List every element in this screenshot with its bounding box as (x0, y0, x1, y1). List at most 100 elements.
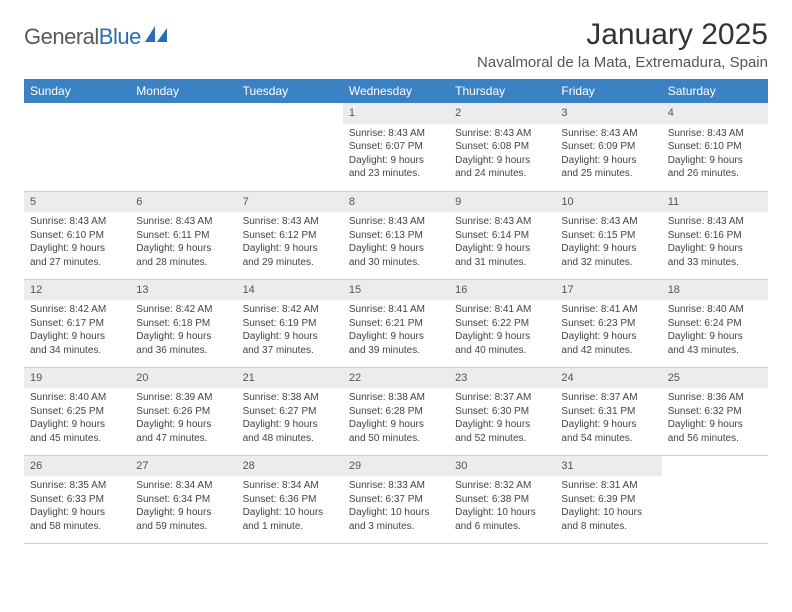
sunrise-text: Sunrise: 8:36 AM (668, 391, 762, 405)
day-details: Sunrise: 8:36 AMSunset: 6:32 PMDaylight:… (662, 388, 768, 449)
daylight-text: Daylight: 10 hours and 8 minutes. (561, 506, 655, 533)
day-cell: 7Sunrise: 8:43 AMSunset: 6:12 PMDaylight… (237, 191, 343, 279)
day-cell: 18Sunrise: 8:40 AMSunset: 6:24 PMDayligh… (662, 279, 768, 367)
day-cell: 10Sunrise: 8:43 AMSunset: 6:15 PMDayligh… (555, 191, 661, 279)
sunrise-text: Sunrise: 8:40 AM (668, 303, 762, 317)
sunset-text: Sunset: 6:07 PM (349, 140, 443, 154)
day-details: Sunrise: 8:43 AMSunset: 6:07 PMDaylight:… (343, 124, 449, 185)
sunset-text: Sunset: 6:28 PM (349, 405, 443, 419)
day-number: 20 (130, 368, 236, 389)
daylight-text: Daylight: 9 hours and 26 minutes. (668, 154, 762, 181)
day-number: 15 (343, 280, 449, 301)
day-number: 24 (555, 368, 661, 389)
calendar-body: 1Sunrise: 8:43 AMSunset: 6:07 PMDaylight… (24, 103, 768, 543)
day-cell (237, 103, 343, 191)
day-details: Sunrise: 8:32 AMSunset: 6:38 PMDaylight:… (449, 476, 555, 537)
day-number: 18 (662, 280, 768, 301)
day-details: Sunrise: 8:43 AMSunset: 6:15 PMDaylight:… (555, 212, 661, 273)
day-cell: 2Sunrise: 8:43 AMSunset: 6:08 PMDaylight… (449, 103, 555, 191)
sunrise-text: Sunrise: 8:43 AM (455, 127, 549, 141)
sunset-text: Sunset: 6:21 PM (349, 317, 443, 331)
col-thursday: Thursday (449, 79, 555, 103)
day-details: Sunrise: 8:43 AMSunset: 6:09 PMDaylight:… (555, 124, 661, 185)
sunset-text: Sunset: 6:34 PM (136, 493, 230, 507)
day-number: 27 (130, 456, 236, 477)
day-number: 31 (555, 456, 661, 477)
day-number: 12 (24, 280, 130, 301)
sunset-text: Sunset: 6:32 PM (668, 405, 762, 419)
day-cell (662, 455, 768, 543)
sunset-text: Sunset: 6:33 PM (30, 493, 124, 507)
sunrise-text: Sunrise: 8:39 AM (136, 391, 230, 405)
sunrise-text: Sunrise: 8:38 AM (349, 391, 443, 405)
daylight-text: Daylight: 9 hours and 37 minutes. (243, 330, 337, 357)
day-details: Sunrise: 8:41 AMSunset: 6:23 PMDaylight:… (555, 300, 661, 361)
day-number: 7 (237, 192, 343, 213)
sunrise-text: Sunrise: 8:32 AM (455, 479, 549, 493)
sunrise-text: Sunrise: 8:38 AM (243, 391, 337, 405)
daylight-text: Daylight: 9 hours and 24 minutes. (455, 154, 549, 181)
day-details: Sunrise: 8:41 AMSunset: 6:22 PMDaylight:… (449, 300, 555, 361)
day-cell: 28Sunrise: 8:34 AMSunset: 6:36 PMDayligh… (237, 455, 343, 543)
day-number: 13 (130, 280, 236, 301)
calendar-table: Sunday Monday Tuesday Wednesday Thursday… (24, 79, 768, 544)
sunrise-text: Sunrise: 8:43 AM (136, 215, 230, 229)
sunset-text: Sunset: 6:22 PM (455, 317, 549, 331)
day-number: 8 (343, 192, 449, 213)
daylight-text: Daylight: 9 hours and 52 minutes. (455, 418, 549, 445)
daylight-text: Daylight: 9 hours and 58 minutes. (30, 506, 124, 533)
day-number: 19 (24, 368, 130, 389)
col-monday: Monday (130, 79, 236, 103)
sunrise-text: Sunrise: 8:43 AM (455, 215, 549, 229)
logo-sail-icon (145, 26, 167, 49)
day-number: 6 (130, 192, 236, 213)
daylight-text: Daylight: 9 hours and 47 minutes. (136, 418, 230, 445)
day-cell: 17Sunrise: 8:41 AMSunset: 6:23 PMDayligh… (555, 279, 661, 367)
day-cell: 12Sunrise: 8:42 AMSunset: 6:17 PMDayligh… (24, 279, 130, 367)
day-number: 3 (555, 103, 661, 124)
sunrise-text: Sunrise: 8:37 AM (455, 391, 549, 405)
day-cell: 5Sunrise: 8:43 AMSunset: 6:10 PMDaylight… (24, 191, 130, 279)
daylight-text: Daylight: 9 hours and 45 minutes. (30, 418, 124, 445)
sunrise-text: Sunrise: 8:42 AM (136, 303, 230, 317)
daylight-text: Daylight: 9 hours and 29 minutes. (243, 242, 337, 269)
day-cell: 6Sunrise: 8:43 AMSunset: 6:11 PMDaylight… (130, 191, 236, 279)
day-cell (24, 103, 130, 191)
day-details: Sunrise: 8:34 AMSunset: 6:36 PMDaylight:… (237, 476, 343, 537)
logo-text: GeneralBlue (24, 24, 141, 50)
month-title: January 2025 (477, 18, 768, 52)
col-sunday: Sunday (24, 79, 130, 103)
day-number: 29 (343, 456, 449, 477)
sunset-text: Sunset: 6:36 PM (243, 493, 337, 507)
daylight-text: Daylight: 9 hours and 42 minutes. (561, 330, 655, 357)
day-cell: 22Sunrise: 8:38 AMSunset: 6:28 PMDayligh… (343, 367, 449, 455)
day-details: Sunrise: 8:40 AMSunset: 6:25 PMDaylight:… (24, 388, 130, 449)
day-number: 5 (24, 192, 130, 213)
day-number: 17 (555, 280, 661, 301)
logo: GeneralBlue (24, 24, 167, 50)
sunset-text: Sunset: 6:26 PM (136, 405, 230, 419)
sunset-text: Sunset: 6:27 PM (243, 405, 337, 419)
day-cell: 8Sunrise: 8:43 AMSunset: 6:13 PMDaylight… (343, 191, 449, 279)
daylight-text: Daylight: 9 hours and 39 minutes. (349, 330, 443, 357)
day-details: Sunrise: 8:43 AMSunset: 6:16 PMDaylight:… (662, 212, 768, 273)
sunrise-text: Sunrise: 8:43 AM (561, 127, 655, 141)
day-details: Sunrise: 8:37 AMSunset: 6:30 PMDaylight:… (449, 388, 555, 449)
sunset-text: Sunset: 6:37 PM (349, 493, 443, 507)
day-cell: 13Sunrise: 8:42 AMSunset: 6:18 PMDayligh… (130, 279, 236, 367)
sunrise-text: Sunrise: 8:43 AM (668, 127, 762, 141)
sunrise-text: Sunrise: 8:42 AM (243, 303, 337, 317)
daylight-text: Daylight: 10 hours and 6 minutes. (455, 506, 549, 533)
week-row: 19Sunrise: 8:40 AMSunset: 6:25 PMDayligh… (24, 367, 768, 455)
day-cell: 26Sunrise: 8:35 AMSunset: 6:33 PMDayligh… (24, 455, 130, 543)
daylight-text: Daylight: 9 hours and 32 minutes. (561, 242, 655, 269)
logo-word-2: Blue (99, 24, 141, 49)
day-details: Sunrise: 8:42 AMSunset: 6:17 PMDaylight:… (24, 300, 130, 361)
sunrise-text: Sunrise: 8:33 AM (349, 479, 443, 493)
day-cell: 4Sunrise: 8:43 AMSunset: 6:10 PMDaylight… (662, 103, 768, 191)
sunset-text: Sunset: 6:09 PM (561, 140, 655, 154)
day-number: 22 (343, 368, 449, 389)
day-number: 25 (662, 368, 768, 389)
day-details: Sunrise: 8:33 AMSunset: 6:37 PMDaylight:… (343, 476, 449, 537)
sunrise-text: Sunrise: 8:41 AM (349, 303, 443, 317)
